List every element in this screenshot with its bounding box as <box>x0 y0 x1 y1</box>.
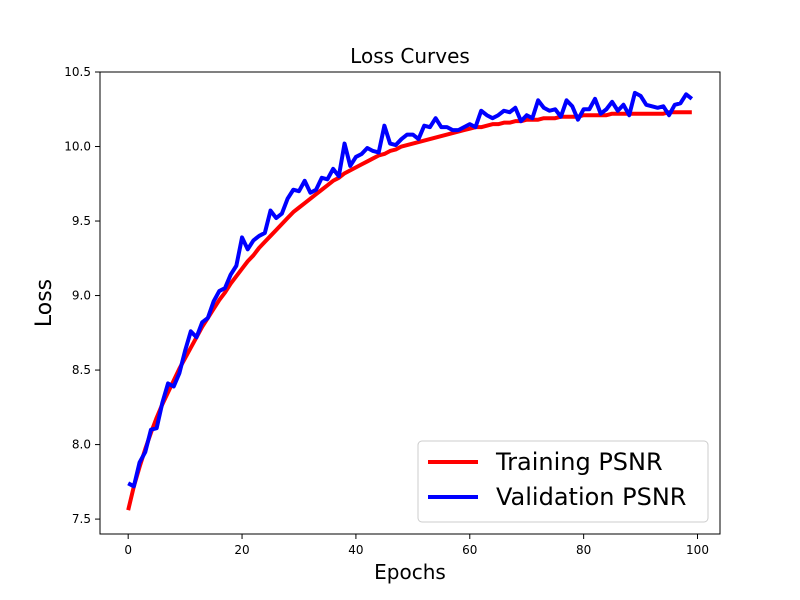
x-tick-label: 40 <box>348 543 363 557</box>
axes-frame <box>99 71 721 535</box>
y-tick-label: 8.5 <box>72 363 91 377</box>
x-tick-label: 60 <box>462 543 477 557</box>
y-tick-label: 8.0 <box>72 438 91 452</box>
y-tick-label: 10.5 <box>64 65 91 79</box>
series-line-training <box>126 110 692 511</box>
legend: Training PSNR Validation PSNR <box>417 440 709 523</box>
y-axis-label: Loss <box>32 279 57 327</box>
y-tick-label: 10.0 <box>64 140 91 154</box>
legend-box <box>417 440 709 523</box>
x-tick-label: 20 <box>234 543 249 557</box>
y-tick-label: 7.5 <box>72 512 91 526</box>
series-layer <box>126 90 694 511</box>
x-tick-label: 0 <box>124 543 132 557</box>
series-line-validation <box>127 90 694 489</box>
legend-label-training: Training PSNR <box>495 448 663 476</box>
legend-label-validation: Validation PSNR <box>496 483 686 511</box>
chart-title: Loss Curves <box>350 44 470 68</box>
x-axis-label: Epochs <box>374 560 446 584</box>
x-tick-label: 80 <box>576 543 591 557</box>
y-tick-label: 9.0 <box>72 289 91 303</box>
x-tick-label: 100 <box>686 543 709 557</box>
y-tick-label: 9.5 <box>72 214 91 228</box>
x-axis-ticks: 0 20 40 60 80 100 <box>124 534 709 557</box>
y-axis-ticks: 7.5 8.0 8.5 9.0 9.5 10.0 10.5 <box>64 65 100 526</box>
